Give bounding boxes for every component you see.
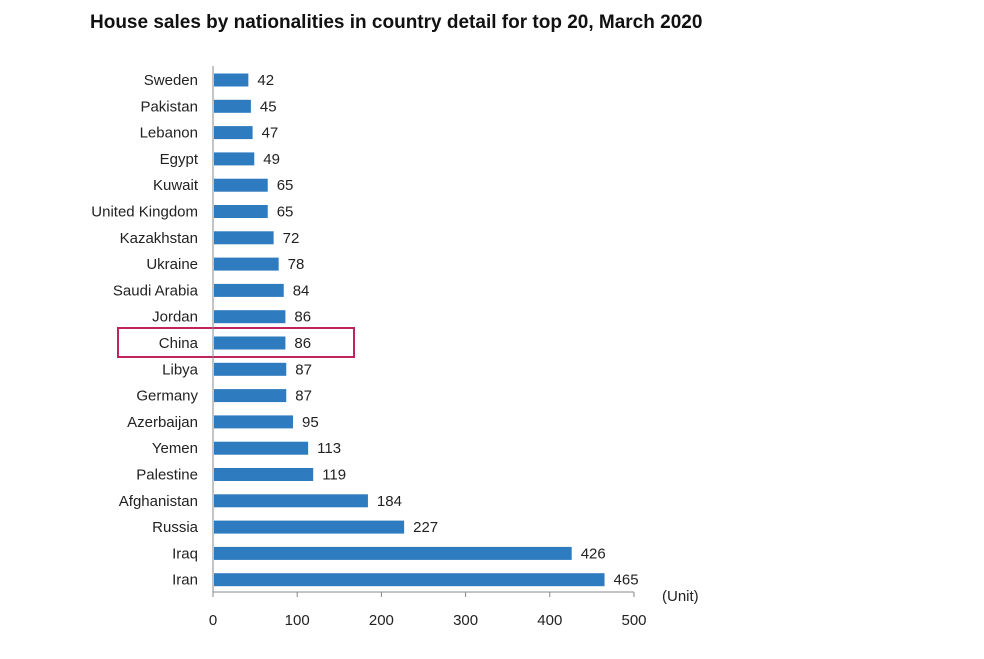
value-label-yemen: 113: [317, 440, 341, 457]
bar-kazakhstan: [214, 231, 274, 245]
category-label-kuwait: Kuwait: [153, 177, 199, 194]
category-label-iraq: Iraq: [172, 545, 198, 562]
value-label-azerbaijan: 95: [302, 414, 319, 431]
bar-united-kingdom: [214, 205, 268, 218]
bar-egypt: [214, 152, 255, 166]
value-label-afghanistan: 184: [377, 493, 402, 510]
category-label-kazakhstan: Kazakhstan: [120, 230, 198, 247]
category-label-libya: Libya: [162, 361, 199, 378]
category-label-palestine: Palestine: [136, 467, 198, 484]
category-label-azerbaijan: Azerbaijan: [127, 414, 198, 431]
value-label-russia: 227: [413, 519, 438, 536]
value-label-iraq: 426: [581, 545, 606, 562]
x-tick-label-100: 100: [285, 612, 310, 629]
category-label-egypt: Egypt: [160, 151, 199, 168]
bar-iraq: [214, 546, 572, 560]
category-label-jordan: Jordan: [152, 309, 198, 326]
value-label-united-kingdom: 65: [277, 204, 294, 221]
category-label-iran: Iran: [172, 572, 198, 589]
category-label-yemen: Yemen: [152, 440, 198, 457]
category-label-saudi-arabia: Saudi Arabia: [113, 282, 199, 299]
unit-label: (Unit): [662, 588, 699, 605]
value-label-palestine: 119: [322, 467, 346, 484]
category-label-afghanistan: Afghanistan: [119, 493, 198, 510]
bar-germany: [214, 389, 287, 403]
x-tick-label-0: 0: [209, 612, 217, 629]
x-tick-label-500: 500: [621, 612, 646, 629]
category-label-china: China: [159, 335, 199, 352]
bar-libya: [214, 362, 287, 376]
value-label-kuwait: 65: [277, 177, 294, 194]
category-label-united-kingdom: United Kingdom: [91, 204, 198, 221]
bar-pakistan: [214, 99, 251, 113]
bar-azerbaijan: [214, 415, 293, 429]
category-label-lebanon: Lebanon: [140, 125, 198, 142]
category-label-germany: Germany: [136, 388, 198, 405]
category-label-ukraine: Ukraine: [146, 256, 198, 273]
bar-ukraine: [214, 257, 279, 271]
x-tick-label-400: 400: [537, 612, 562, 629]
bar-china: [214, 336, 286, 350]
bar-yemen: [214, 441, 309, 455]
x-tick-label-200: 200: [369, 612, 394, 629]
bar-kuwait: [214, 178, 268, 192]
value-label-pakistan: 45: [260, 98, 277, 115]
value-label-egypt: 49: [263, 151, 280, 168]
value-label-jordan: 86: [294, 309, 311, 326]
bar-saudi-arabia: [214, 283, 284, 297]
value-label-kazakhstan: 72: [283, 230, 300, 247]
chart-title: House sales by nationalities in country …: [90, 12, 703, 33]
category-label-russia: Russia: [152, 519, 199, 536]
category-label-sweden: Sweden: [144, 72, 198, 89]
value-label-germany: 87: [295, 388, 312, 405]
value-label-china: 86: [294, 335, 311, 352]
bar-palestine: [214, 468, 314, 481]
bar-russia: [214, 520, 405, 534]
bar-jordan: [214, 310, 286, 324]
category-label-pakistan: Pakistan: [140, 98, 198, 115]
value-label-saudi-arabia: 84: [293, 282, 310, 299]
x-tick-label-300: 300: [453, 612, 478, 629]
highlight-box: [117, 327, 355, 358]
value-label-iran: 465: [614, 572, 639, 589]
bar-afghanistan: [214, 494, 368, 508]
bar-iran: [214, 573, 605, 587]
value-label-sweden: 42: [257, 72, 274, 89]
value-label-lebanon: 47: [262, 125, 279, 142]
value-label-ukraine: 78: [288, 256, 305, 273]
value-label-libya: 87: [295, 361, 312, 378]
bar-lebanon: [214, 126, 253, 140]
bar-sweden: [214, 73, 249, 87]
